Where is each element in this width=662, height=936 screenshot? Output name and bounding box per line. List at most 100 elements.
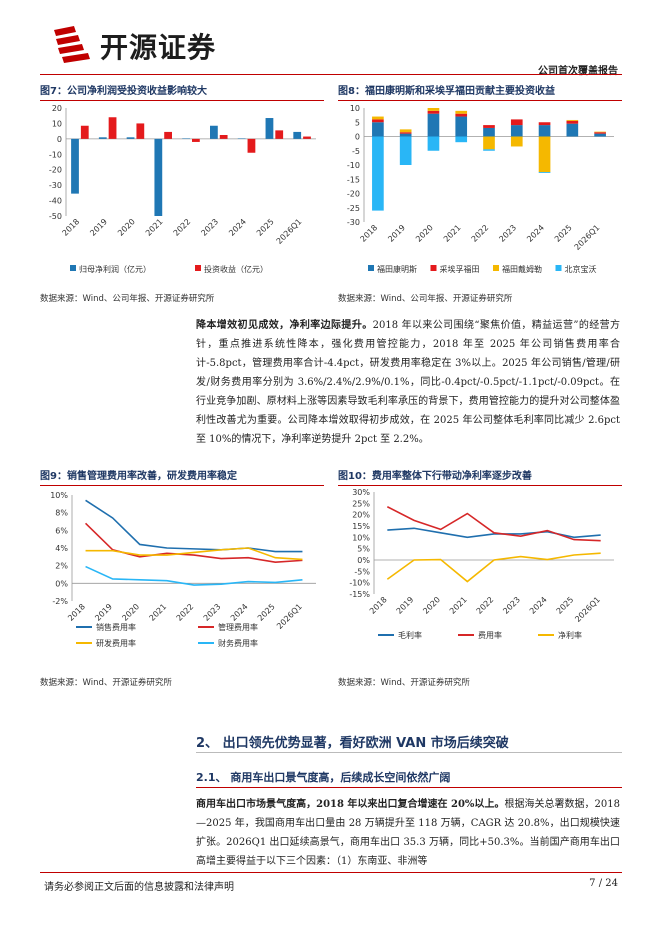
legend-label: 采埃孚福田 [440,264,480,274]
x-tick-label: 2024 [525,223,546,244]
x-tick-label: 2022 [172,217,193,238]
y-tick-label: 20% [352,511,370,520]
paragraph-cost-reduction: 降本增效初见成效，净利率边际提升。2018 年以来公司围绕“聚焦价值，精益运营”… [196,316,620,449]
legend-swatch [195,265,201,271]
y-tick-label: 25% [352,499,370,508]
bar-segment [399,136,412,165]
bar [80,125,89,139]
bar-segment [538,136,551,173]
fig7-title: 图7：公司净利润受投资收益影响较大 [40,82,324,101]
x-tick-label: 2018 [368,595,389,616]
bar [136,123,145,139]
bar-segment [372,122,384,137]
bar-segment [510,119,523,126]
legend-swatch [368,265,374,271]
bar-segment [594,132,606,134]
bar [126,137,135,139]
y-tick-label: -10% [349,579,370,588]
y-tick-label: 5% [357,545,370,554]
y-tick-label: 10% [50,491,68,500]
x-tick-label: 2022 [470,223,491,244]
bar [71,138,79,194]
brand-name: 开源证券 [100,31,217,64]
y-tick-label: -10 [49,150,62,159]
x-tick-label: 2024 [229,602,250,623]
bar-segment [483,127,495,137]
x-tick-label: 2018 [66,602,87,623]
legend-label: 管理费用率 [218,622,258,632]
y-tick-label: -20 [49,166,62,175]
fig8-source: 数据来源：Wind、公司年报、开源证券研究所 [338,294,513,304]
section-heading: 2、 出口领先优势显著，看好欧洲 VAN 市场后续突破 [196,736,509,751]
legend-label: 净利率 [558,630,582,640]
x-tick-label: 2019 [88,217,109,238]
y-tick-label: -40 [49,197,62,206]
bar-segment [566,119,579,121]
legend-label: 研发费用率 [96,638,136,648]
x-tick-label: 2023 [202,602,223,623]
y-tick-label: -20 [347,190,360,199]
y-tick-label: 10 [52,119,62,128]
y-tick-label: -10 [347,161,360,170]
bar [275,130,284,139]
x-tick-label: 2019 [93,602,114,623]
series-line [386,506,601,542]
bar-segment [566,120,579,124]
fig10-title: 图10：费用率整体下行带动净利率逐步改善 [338,467,622,486]
x-tick-label: 2026Q1 [275,602,304,631]
x-tick-label: 2019 [386,223,407,244]
bar-segment [594,131,606,133]
paragraph-lead: 降本增效初见成效，净利率边际提升。 [196,320,373,331]
y-tick-label: 6% [55,526,68,535]
bar-segment [538,122,551,126]
fig9-chart: 10% 8% 6% 4% 2% 0% -2%2018 2019 2020 2021 2022 2023… [50,491,316,648]
bar-segment [483,125,495,128]
y-tick-label: -2% [52,597,68,606]
bar-segment [538,125,551,137]
y-tick-label: 2% [55,562,68,571]
y-tick-label: -25 [347,204,360,213]
y-tick-label: 10 [350,104,360,113]
x-tick-label: 2024 [528,595,549,616]
bar-segment [455,136,468,143]
paragraph-body: 根据海关总署数据，2018—2025 年，我国商用车出口量由 28 万辆提升至 … [196,799,620,867]
y-tick-label: 20 [52,104,62,113]
bar-segment [427,110,440,114]
y-tick-label: 15% [352,522,370,531]
paragraph-export: 商用车出口市场景气度高，2018 年以来出口复合增速在 20%以上。根据海关总署… [196,795,620,871]
bar-segment [372,116,384,120]
y-tick-label: -5% [354,567,370,576]
legend-label: 毛利率 [398,630,422,640]
fig7-source: 数据来源：Wind、公司年报、开源证券研究所 [40,294,215,304]
fig8-title: 图8：福田康明斯和采埃孚福田贡献主要投资收益 [338,82,622,101]
x-tick-label: 2026Q1 [573,595,602,624]
bar [98,137,107,139]
x-tick-label: 2023 [501,595,522,616]
bar-segment [399,132,412,134]
subsection-divider [196,787,622,788]
legend-label: 福田康明斯 [377,264,417,274]
y-tick-label: -30 [49,181,62,190]
x-tick-label: 2020 [116,217,137,238]
bar-segment [510,136,523,147]
bar [293,131,302,139]
subsection-heading: 2.1、 商用车出口景气度高，后续成长空间依然广阔 [196,771,451,784]
page-number: 7 / 24 [589,878,618,889]
x-tick-label: 2026Q1 [275,217,304,246]
series-line [85,499,303,553]
bar-segment [427,136,440,151]
bar-segment [399,133,412,137]
x-tick-label: 2025 [553,223,574,244]
y-tick-label: 0% [55,579,68,588]
x-tick-label: 2024 [227,217,248,238]
bar-segment [372,119,384,123]
bar [219,135,228,139]
y-tick-label: -5 [352,147,360,156]
y-tick-label: 8% [55,509,68,518]
y-tick-label: 5 [355,118,360,127]
legend-swatch [555,265,562,271]
legend-swatch [493,265,499,271]
x-tick-label: 2019 [395,595,416,616]
x-tick-label: 2018 [61,217,82,238]
